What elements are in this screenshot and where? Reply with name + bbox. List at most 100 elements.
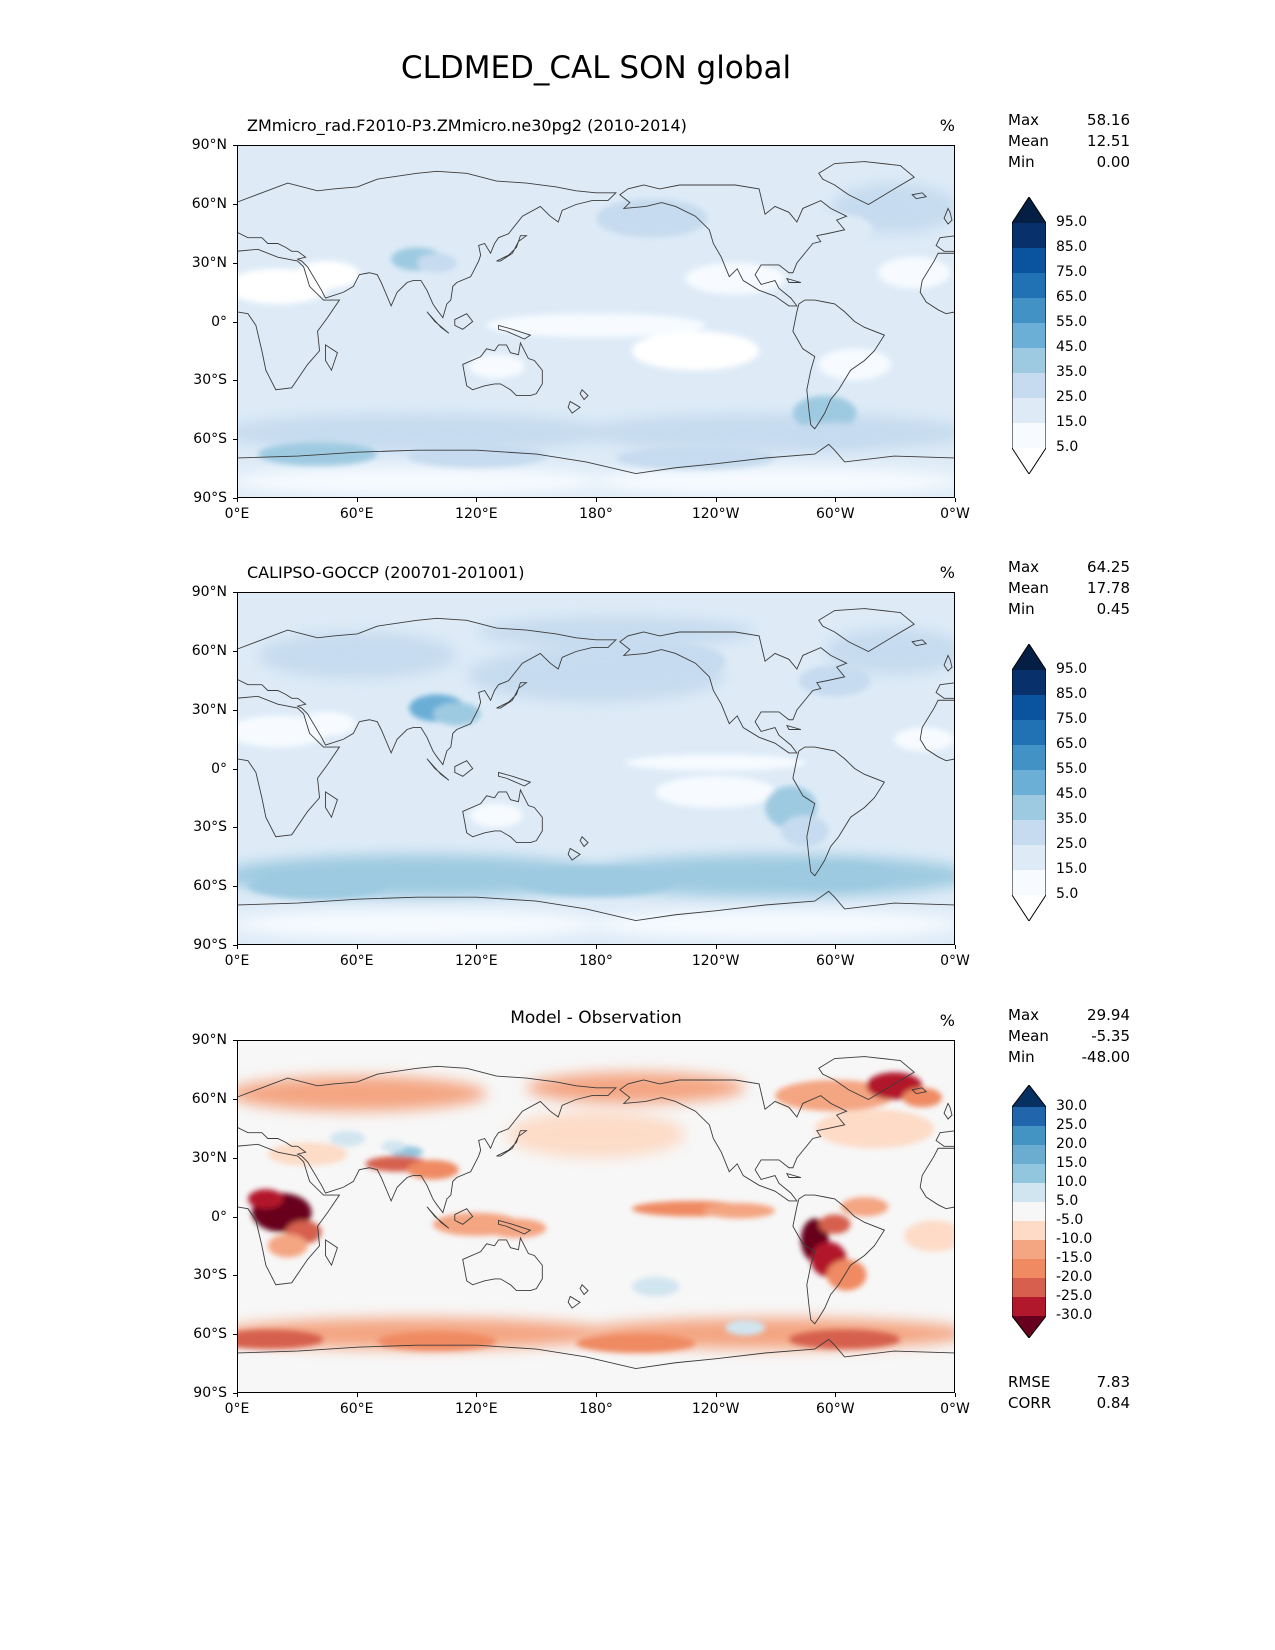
panel-difference-title: Model - Observation [510,1008,682,1028]
colorbar-tick-label: 85.0 [1056,239,1088,255]
colorbar-tick-label: 55.0 [1056,314,1088,330]
stat-label-max: Max [1008,558,1040,576]
x-tick-label: 120°W [691,506,740,522]
y-tick-label: 30°S [193,372,227,389]
colorbar-tick-label: 20.0 [1056,1136,1088,1152]
colorbar-tick-label: 35.0 [1056,811,1088,827]
x-tick-label: 0°W [940,506,970,522]
panel-model: ZMmicro_rad.F2010-P3.ZMmicro.ne30pg2 (20… [0,100,1275,560]
stat-row: Mean 17.78 [1008,578,1130,599]
colorbar-tick-label: 25.0 [1056,389,1088,405]
stat-value-min: 0.45 [1096,600,1130,618]
colorbar-tick-label: 5.0 [1056,886,1079,902]
y-tick-label: 30°N [191,254,227,271]
colorbar-tick-label: -10.0 [1056,1231,1093,1247]
colorbar-tick-label: 25.0 [1056,836,1088,852]
colorbar-difference: 30.0 25.0 20.0 15.0 10.0 5.0 -5.0 -10.0 -15.0 -20… [1011,1084,1142,1342]
colorbar-swatch [1011,1084,1047,1339]
stat-row: Min 0.45 [1008,599,1130,620]
figure-title: CLDMED_CAL SON global [400,50,792,86]
x-tick-label: 0°W [940,1401,970,1417]
map-observation [237,592,955,945]
panel-observation-title: CALIPSO-GOCCP (200701-201001) [247,563,525,582]
colorbar-tick-label: 55.0 [1056,761,1088,777]
colorbar-observation: 95.0 85.0 75.0 65.0 55.0 45.0 35.0 25.0 15.0 5.0 [1011,643,1142,925]
stat-value-mean: 12.51 [1087,132,1130,150]
colorbar-tick-label: 5.0 [1056,439,1079,455]
stat-label-mean: Mean [1008,579,1049,597]
map-difference [237,1040,955,1393]
x-tick-label: 60°W [815,953,855,969]
colorbar-model: 95.0 85.0 75.0 65.0 55.0 45.0 35.0 25.0 15.0 5.0 [1011,196,1142,478]
panel-difference: Model - Observation % 0°E 60°E 120°E 180° 12… [0,995,1275,1455]
y-tick-label: 90°S [193,1385,227,1401]
stat-label-mean: Mean [1008,132,1049,150]
y-tick-label: 0° [211,313,227,330]
stat-row: Mean -5.35 [1008,1026,1130,1047]
stat-label-min: Min [1008,153,1035,171]
colorbar-tick-label: 75.0 [1056,711,1088,727]
y-tick-label: 30°N [191,1149,227,1166]
stat-value-rmse: 7.83 [1096,1373,1130,1391]
y-tick-mark [233,1393,237,1394]
panel-observation: CALIPSO-GOCCP (200701-201001) % 0°E 60°E 1… [0,547,1275,1007]
stat-row: Max 29.94 [1008,1005,1130,1026]
y-tick-label: 30°N [191,701,227,718]
y-tick-label: 0° [211,1208,227,1225]
stat-row: Mean 12.51 [1008,131,1130,152]
colorbar-tick-label: 95.0 [1056,661,1088,677]
stat-value-max: 58.16 [1087,111,1130,129]
panel-difference-unit: % [939,1011,955,1030]
stat-value-mean: -5.35 [1091,1027,1130,1045]
panel-model-unit: % [939,116,955,135]
y-tick-label: 0° [211,760,227,777]
colorbar-tick-label: 45.0 [1056,786,1088,802]
x-tick-mark [955,1393,956,1397]
colorbar-tick-label: 85.0 [1056,686,1088,702]
stat-row: Min 0.00 [1008,152,1130,173]
y-tick-label: 90°N [191,137,227,153]
stat-value-corr: 0.84 [1096,1394,1130,1412]
stat-row: Max 64.25 [1008,557,1130,578]
x-tick-label: 180° [579,953,613,969]
colorbar-tick-label: 15.0 [1056,861,1088,877]
colorbar-swatch [1011,196,1047,475]
colorbar-tick-label: 95.0 [1056,214,1088,230]
x-tick-label: 120°W [691,1401,740,1417]
colorbar-tick-label: 30.0 [1056,1098,1088,1114]
y-tick-label: 60°S [193,431,227,448]
panel-model-title: ZMmicro_rad.F2010-P3.ZMmicro.ne30pg2 (20… [247,116,687,135]
stat-label-min: Min [1008,600,1035,618]
x-tick-mark [955,498,956,502]
panel-model-stats: Max 58.16 Mean 12.51 Min 0.00 [1008,110,1130,173]
y-tick-label: 90°S [193,490,227,506]
stat-label-corr: CORR [1008,1394,1052,1412]
x-tick-label: 180° [579,506,613,522]
y-tick-label: 90°N [191,1032,227,1048]
x-tick-label: 60°W [815,1401,855,1417]
stat-value-min: -48.00 [1081,1048,1130,1066]
stat-row: Max 58.16 [1008,110,1130,131]
y-tick-label: 90°N [191,584,227,600]
stat-label-rmse: RMSE [1008,1373,1051,1391]
colorbar-tick-label: 45.0 [1056,339,1088,355]
colorbar-tick-label: 15.0 [1056,414,1088,430]
y-tick-mark [233,945,237,946]
colorbar-tick-label: 65.0 [1056,289,1088,305]
y-tick-label: 30°S [193,1267,227,1284]
stat-value-max: 64.25 [1087,558,1130,576]
y-tick-label: 60°N [191,195,227,212]
stat-label-min: Min [1008,1048,1035,1066]
stat-row: CORR 0.84 [1008,1393,1130,1414]
colorbar-tick-label: 15.0 [1056,1155,1088,1171]
x-tick-label: 0°E [224,1401,250,1417]
colorbar-tick-label: -30.0 [1056,1307,1093,1323]
stat-label-max: Max [1008,1006,1040,1024]
colorbar-tick-label: -25.0 [1056,1288,1093,1304]
panel-observation-unit: % [939,563,955,582]
panel-observation-stats: Max 64.25 Mean 17.78 Min 0.45 [1008,557,1130,620]
x-tick-mark [955,945,956,949]
colorbar-tick-label: 25.0 [1056,1117,1088,1133]
stat-value-mean: 17.78 [1087,579,1130,597]
